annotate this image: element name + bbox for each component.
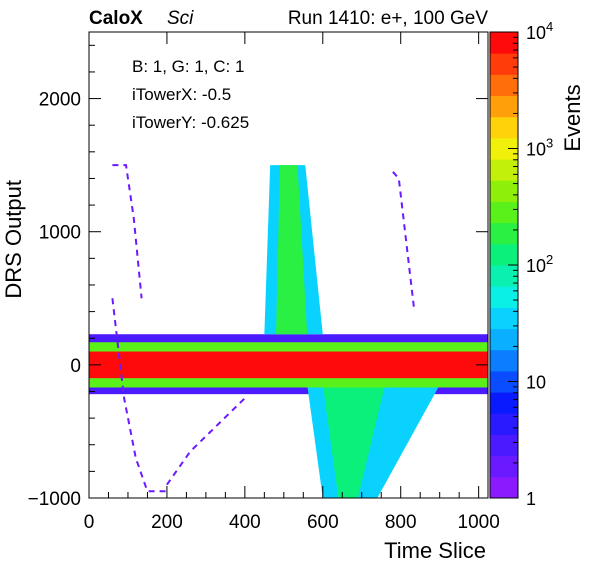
color-scale-step [490, 201, 518, 224]
color-scale-step [490, 328, 518, 351]
color-scale-step [490, 286, 518, 308]
track-mid-low [166, 397, 246, 486]
band-pulse-plateau-core [276, 165, 308, 335]
color-scale-step [490, 243, 518, 266]
z-tick-label: 102 [526, 252, 553, 276]
info-box-background [108, 44, 358, 140]
header-run-info: Run 1410: e+, 100 GeV [288, 8, 489, 29]
info-line-2: iTowerX: -0.5 [132, 85, 231, 104]
y-tick-label: 0 [70, 356, 81, 377]
x-tick-label: 1000 [458, 512, 500, 533]
color-scale-step [490, 476, 518, 499]
color-scale-bar [490, 32, 518, 499]
color-scale-step [490, 180, 518, 202]
color-scale-step [490, 53, 518, 75]
plot-frame [88, 31, 489, 499]
z-tick-exponent: 2 [546, 252, 553, 267]
track-left-low [111, 298, 167, 493]
color-scale-step [490, 159, 518, 181]
color-scale-label: Events [560, 84, 585, 151]
header-brand: CaloX [89, 8, 143, 29]
color-scale-step [490, 413, 518, 435]
color-scale-step [490, 349, 518, 372]
color-scale-step [490, 95, 518, 118]
x-tick-label: 400 [229, 512, 261, 533]
track-left-high [112, 164, 143, 299]
x-axis-label: Time Slice [384, 538, 486, 563]
info-line-3: iTowerY: -0.625 [132, 113, 249, 132]
z-tick-label: 1 [526, 489, 536, 509]
x-tick-label: 200 [151, 512, 183, 533]
x-tick-label: 800 [385, 512, 417, 533]
color-scale-step [490, 434, 518, 457]
z-tick-label: 104 [526, 19, 553, 43]
band-baseline-core [89, 351, 488, 379]
color-scale-step [490, 74, 518, 97]
color-scale-step [490, 32, 518, 54]
outlier-tracks [111, 164, 416, 493]
y-axis-label: DRS Output [1, 180, 26, 299]
color-scale-step [490, 307, 518, 330]
z-tick-label: 10 [526, 373, 546, 393]
color-scale-step [490, 370, 518, 393]
track-right-high [392, 171, 416, 312]
info-line-1: B: 1, G: 1, C: 1 [132, 57, 244, 76]
x-tick-label: 600 [307, 512, 339, 533]
z-tick-label: 103 [526, 136, 553, 160]
heatmap-cells [89, 165, 488, 498]
y-axis: −1000 0 1000 2000 [28, 44, 488, 510]
y-tick-label: −1000 [28, 489, 81, 510]
y-tick-label: 2000 [39, 90, 81, 111]
color-scale-step [490, 265, 518, 287]
z-tick-exponent: 3 [546, 136, 553, 151]
color-scale-step [490, 222, 518, 245]
y-tick-label: 1000 [39, 223, 81, 244]
color-scale-step [490, 392, 518, 414]
header-brand-sub: Sci [167, 8, 194, 29]
color-scale-ticks: 1 10 102 103 104 [508, 19, 553, 509]
x-axis: 0 200 400 600 800 1000 [84, 32, 500, 533]
color-scale-step [490, 116, 518, 139]
band-undershoot-tail-core [322, 384, 386, 498]
color-scale-step [490, 455, 518, 478]
x-tick-label: 0 [84, 512, 95, 533]
z-tick-exponent: 4 [546, 19, 553, 34]
color-scale-step [490, 137, 518, 160]
